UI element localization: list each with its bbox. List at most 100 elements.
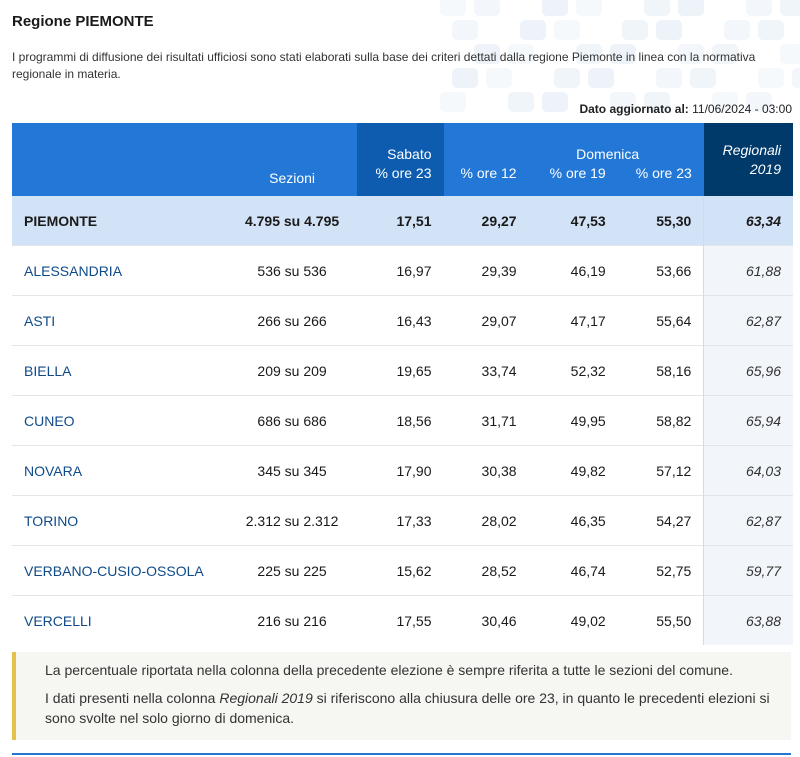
dom23-cell: 58,82 (617, 395, 704, 446)
update-timestamp: Dato aggiornato al: 11/06/2024 - 03:00 (579, 102, 792, 116)
bottom-divider (12, 753, 791, 755)
decor-square (452, 20, 478, 40)
results-table: Sezioni Sabato Domenica Regionali 2019 % … (12, 123, 793, 645)
sezioni-cell: 345 su 345 (226, 445, 358, 496)
header-sezioni: Sezioni (226, 123, 358, 196)
decor-square (712, 44, 738, 64)
reg2019-cell: 65,96 (703, 345, 793, 396)
dom19-cell: 49,02 (528, 595, 618, 645)
sezioni-cell: 225 su 225 (226, 545, 358, 596)
reg2019-cell: 62,87 (703, 295, 793, 346)
province-name[interactable]: BIELLA (12, 345, 227, 396)
notes-box: La percentuale riportata nella colonna d… (12, 652, 791, 740)
decor-square (656, 68, 682, 88)
dom19-cell: 46,35 (528, 495, 618, 546)
total-dom19: 47,53 (528, 196, 618, 246)
decor-square (452, 68, 478, 88)
dom23-cell: 54,27 (617, 495, 704, 546)
province-name[interactable]: TORINO (12, 495, 227, 546)
header-regionali: Regionali 2019 (703, 123, 793, 196)
page-description: I programmi di diffusione dei risultati … (12, 50, 756, 81)
province-name[interactable]: ALESSANDRIA (12, 245, 227, 296)
decor-square (644, 92, 670, 112)
decor-square (554, 20, 580, 40)
table-row[interactable]: VERCELLI 216 su 216 17,55 30,46 49,02 55,50 63… (12, 595, 793, 645)
decor-square (712, 92, 738, 112)
decor-square (508, 92, 534, 112)
table-row[interactable]: NOVARA 345 su 345 17,90 30,38 49,82 57,12 64,0… (12, 445, 793, 496)
dom19-cell: 46,19 (528, 245, 618, 296)
header-domenica: Domenica (443, 123, 704, 162)
decor-square (542, 92, 568, 112)
total-name: PIEMONTE (12, 196, 227, 246)
total-reg2019: 63,34 (703, 196, 793, 246)
note-2-italic: Regionali 2019 (219, 690, 313, 706)
update-value: 11/06/2024 - 03:00 (692, 102, 792, 116)
total-dom12: 29,27 (443, 196, 529, 246)
reg2019-cell: 63,88 (703, 595, 793, 645)
note-2-post: si riferiscono alla chiusura delle ore 2… (45, 690, 770, 726)
province-name[interactable]: ASTI (12, 295, 227, 346)
province-name[interactable]: NOVARA (12, 445, 227, 496)
dom12-cell: 28,52 (443, 545, 529, 596)
decor-square (690, 68, 716, 88)
dom12-cell: 30,46 (443, 595, 529, 645)
table-row[interactable]: BIELLA 209 su 209 19,65 33,74 52,32 58,16 65,9… (12, 345, 793, 396)
dom23-cell: 52,75 (617, 545, 704, 596)
sezioni-cell: 266 su 266 (226, 295, 358, 346)
header-sabato: Sabato (357, 123, 444, 162)
dom19-cell: 49,95 (528, 395, 618, 446)
decor-square (508, 44, 534, 64)
header-name-cell (12, 123, 227, 196)
decor-square (758, 68, 784, 88)
total-row: PIEMONTE 4.795 su 4.795 17,51 29,27 47,5… (12, 196, 793, 246)
sab23-cell: 16,43 (357, 295, 444, 346)
dom12-cell: 29,39 (443, 245, 529, 296)
note-2: I dati presenti nella colonna Regionali … (45, 688, 791, 728)
header-domenica-ore23: % ore 23 (617, 162, 704, 196)
decor-square (622, 20, 648, 40)
table-row[interactable]: ALESSANDRIA 536 su 536 16,97 29,39 46,19 53,6… (12, 245, 793, 296)
sezioni-cell: 216 su 216 (226, 595, 358, 645)
dom23-cell: 53,66 (617, 245, 704, 296)
sab23-cell: 19,65 (357, 345, 444, 396)
sezioni-cell: 686 su 686 (226, 395, 358, 446)
sezioni-cell: 2.312 su 2.312 (226, 495, 358, 546)
note-1: La percentuale riportata nella colonna d… (45, 662, 733, 678)
decor-square (610, 92, 636, 112)
decor-square (520, 20, 546, 40)
reg2019-cell: 62,87 (703, 495, 793, 546)
sezioni-cell: 536 su 536 (226, 245, 358, 296)
decor-square (644, 0, 670, 16)
dom19-cell: 47,17 (528, 295, 618, 346)
sab23-cell: 15,62 (357, 545, 444, 596)
total-sezioni: 4.795 su 4.795 (226, 196, 358, 246)
province-name[interactable]: VERBANO-CUSIO-OSSOLA (12, 545, 227, 596)
sab23-cell: 16,97 (357, 245, 444, 296)
table-row[interactable]: VERBANO-CUSIO-OSSOLA 225 su 225 15,62 28,52… (12, 545, 793, 596)
decor-square (792, 68, 800, 88)
sab23-cell: 17,33 (357, 495, 444, 546)
decor-square (678, 0, 704, 16)
table-row[interactable]: ASTI 266 su 266 16,43 29,07 47,17 55,64 62,87 (12, 295, 793, 346)
province-name[interactable]: VERCELLI (12, 595, 227, 645)
decor-square (588, 68, 614, 88)
decor-square (656, 20, 682, 40)
decor-square (746, 92, 772, 112)
table-row[interactable]: TORINO 2.312 su 2.312 17,33 28,02 46,35 54,27… (12, 495, 793, 546)
dom12-cell: 28,02 (443, 495, 529, 546)
note-2-pre: I dati presenti nella colonna (45, 690, 220, 706)
total-dom23: 55,30 (617, 196, 704, 246)
header-domenica-ore19: % ore 19 (528, 162, 618, 196)
dom19-cell: 49,82 (528, 445, 618, 496)
header-regionali-label: Regionali (722, 141, 781, 158)
dom23-cell: 55,64 (617, 295, 704, 346)
province-name[interactable]: CUNEO (12, 395, 227, 446)
decor-square (610, 44, 636, 64)
dom12-cell: 33,74 (443, 345, 529, 396)
sab23-cell: 17,55 (357, 595, 444, 645)
table-row[interactable]: CUNEO 686 su 686 18,56 31,71 49,95 58,82 65,94 (12, 395, 793, 446)
sab23-cell: 17,90 (357, 445, 444, 496)
page-title: Regione PIEMONTE (12, 13, 154, 30)
decor-square (678, 44, 704, 64)
